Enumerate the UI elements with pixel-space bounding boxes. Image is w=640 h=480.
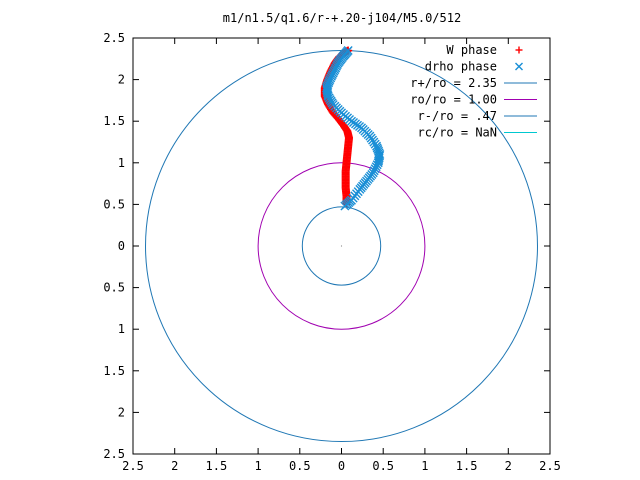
legend-marker [515, 62, 523, 71]
axis-ticks: 2.5 2 1.5 1 0.5 0 0.5 1 1.5 2 2.52.521.510.500.511… [103, 31, 561, 473]
x-tick-label: 0 [338, 459, 345, 473]
y-tick-label: 1 [118, 156, 125, 170]
x-tick-label: 2.5 [122, 459, 144, 473]
legend-marker [515, 46, 523, 54]
y-tick-label: 2 [118, 73, 125, 87]
x-tick-label: 1.5 [456, 459, 478, 473]
y-tick-label: 2 [118, 405, 125, 419]
x-tick-label: 1 [254, 459, 261, 473]
legend: W phase drho phase r+/ro = 2.35 ro/ro = 1.0… [410, 43, 537, 140]
y-tick-label: 2.5 [103, 31, 125, 45]
y-tick-label: 0 [118, 239, 125, 253]
x-tick-label: 0.5 [289, 459, 311, 473]
y-tick-label: 0.5 [103, 281, 125, 295]
legend-label: W phase [446, 43, 497, 57]
y-tick-label: 1.5 [103, 114, 125, 128]
y-tick-label: 1.5 [103, 364, 125, 378]
y-tick-label: 0.5 [103, 197, 125, 211]
x-tick-label: 1 [421, 459, 428, 473]
chart-title: m1/n1.5/q1.6/r-+.20-j104/M5.0/512 [223, 11, 461, 25]
phase-points [320, 45, 385, 211]
x-tick-label: 2 [171, 459, 178, 473]
x-tick-label: 2.5 [539, 459, 561, 473]
radius-circle [257, 162, 426, 330]
x-tick-label: 1.5 [206, 459, 228, 473]
radius-circle [301, 206, 382, 286]
x-tick-label: 0.5 [372, 459, 394, 473]
y-tick-label: 2.5 [103, 447, 125, 461]
origin-dot [340, 245, 343, 247]
legend-label: r+/ro = 2.35 [410, 76, 497, 90]
drho-phase-point [343, 45, 353, 55]
legend-label: ro/ro = 1.00 [410, 93, 497, 107]
legend-label: r-/ro = .47 [418, 109, 497, 123]
x-tick-label: 2 [505, 459, 512, 473]
y-tick-label: 1 [118, 322, 125, 336]
legend-label: rc/ro = NaN [418, 126, 497, 140]
legend-label: drho phase [425, 60, 497, 74]
